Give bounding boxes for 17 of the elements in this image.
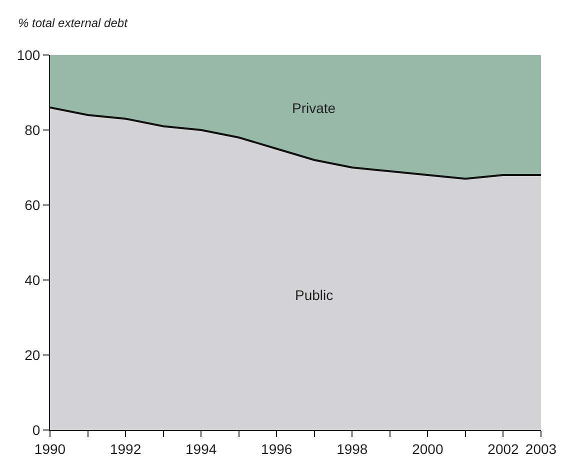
x-tick-label: 1990: [34, 440, 66, 457]
x-tick-label: 1996: [261, 440, 292, 457]
x-tick-label: 2000: [412, 440, 444, 457]
x-tick-label: 1992: [110, 440, 142, 457]
y-tick-label: 100: [16, 46, 40, 63]
y-axis-title: % total external debt: [18, 16, 128, 30]
x-tick-label: 1998: [336, 440, 368, 457]
x-tick-label: 2002: [488, 440, 520, 457]
y-tick-label: 40: [24, 272, 40, 288]
x-tick-label: 2003: [525, 440, 557, 457]
y-tick-label: 80: [24, 122, 40, 138]
y-tick-label: 0: [32, 422, 40, 438]
y-tick-label: 20: [24, 346, 40, 363]
series-label: Private: [292, 100, 336, 116]
y-tick-label: 60: [24, 196, 40, 213]
x-tick-label: 1994: [186, 440, 217, 457]
series-label: Public: [295, 287, 334, 303]
